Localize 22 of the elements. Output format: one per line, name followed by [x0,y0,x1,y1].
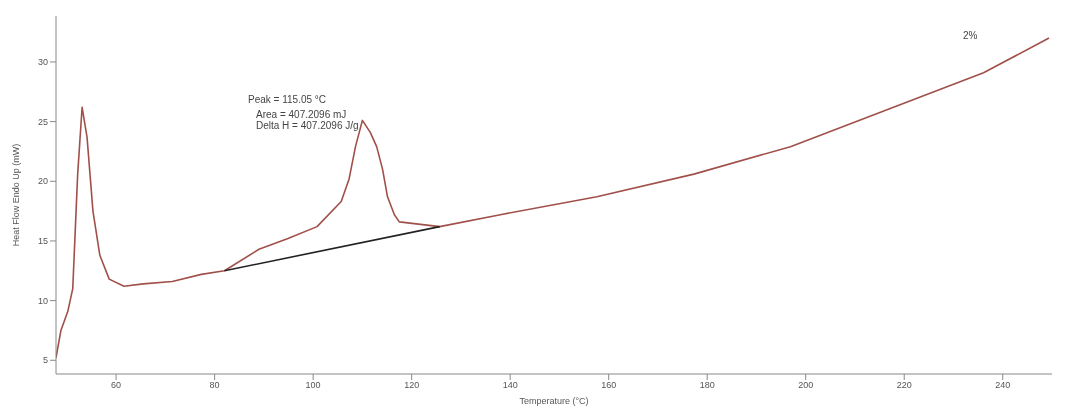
annotation: Area = 407.2096 mJ [256,109,347,120]
x-tick-label: 160 [601,380,617,391]
x-tick-label: 100 [305,380,321,391]
y-tick-label: 15 [37,236,48,247]
y-tick-label: 5 [42,355,48,366]
y-tick-label: 10 [37,295,48,306]
x-axis-title: Temperature (°C) [519,396,589,406]
x-tick-label: 240 [995,380,1011,391]
x-tick-label: 220 [896,380,912,391]
x-tick-label: 60 [111,380,122,391]
x-tick-label: 200 [798,380,814,391]
annotation: 2% [963,30,978,41]
y-tick-label: 30 [37,57,48,68]
x-tick-label: 140 [502,380,518,391]
annotation: Peak = 115.05 °C [248,94,327,105]
y-axis-title: Heat Flow Endo Up (mW) [11,143,22,247]
x-tick-label: 180 [699,380,715,391]
y-tick-label: 20 [37,176,48,187]
annotation: Delta H = 407.2096 J/g [256,120,359,131]
x-tick-label: 80 [209,380,220,391]
y-tick-label: 25 [37,116,48,127]
x-tick-label: 120 [404,380,420,391]
